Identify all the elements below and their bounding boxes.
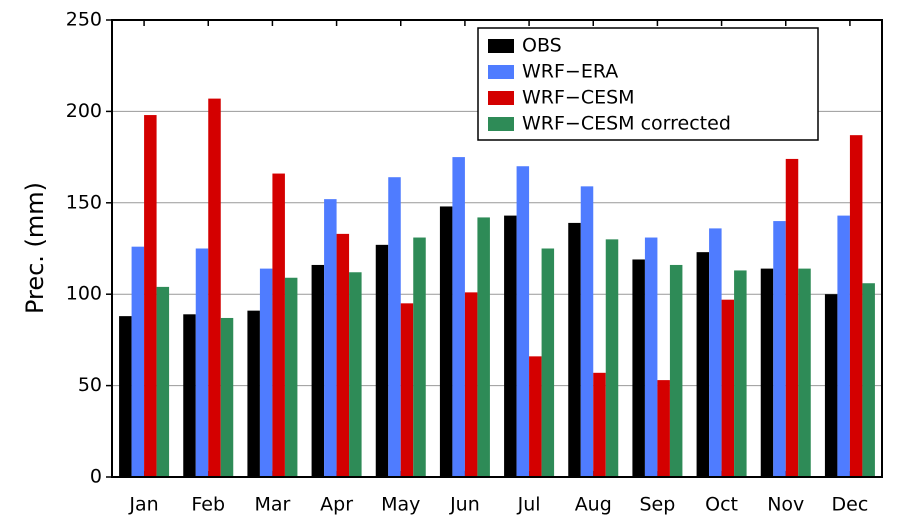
x-tick-label: Mar [254,494,290,516]
bar [336,233,350,477]
bar [272,173,285,477]
legend-box [477,27,819,141]
y-tick-label: 50 [78,374,102,396]
bar [452,157,465,477]
bar [785,158,799,478]
bar [721,299,735,477]
bar [220,317,234,477]
bar [259,268,273,477]
bar [696,252,710,477]
bar [375,244,389,477]
bar [195,248,209,477]
bar [824,294,838,477]
legend-label: WRF−ERA [522,61,618,83]
bar [605,239,619,477]
bar [349,272,362,477]
bar [284,277,298,477]
bar [862,283,875,477]
bar [516,166,530,478]
bar [568,222,581,477]
bar [144,115,157,477]
bar [247,310,260,477]
y-tick-label: 0 [90,466,102,488]
x-tick-label: Feb [191,494,225,516]
bar [183,314,196,477]
bar [477,217,490,477]
bar [644,237,658,477]
bar [400,303,414,477]
bar [464,292,478,477]
x-tick-label: Dec [832,494,869,516]
x-tick-label: Aug [575,494,612,516]
bar [413,237,426,477]
x-tick-label: Jul [517,494,541,516]
x-tick-label: Nov [767,494,804,516]
bar [798,268,811,477]
y-tick-label: 150 [66,191,102,213]
bar [734,270,747,477]
legend-label: WRF−CESM [522,87,635,109]
x-tick-label: Jan [128,494,158,516]
legend-label: WRF−CESM corrected [522,113,731,135]
legend-swatch [488,39,514,53]
bar [580,186,594,477]
bar [669,264,683,477]
bar [311,264,325,477]
plot-frame [111,19,883,478]
bar [439,206,453,477]
y-tick-label: 200 [66,100,102,122]
y-tick-label: 250 [66,9,102,31]
x-tick-label: May [381,494,420,516]
bar [837,215,850,477]
bar [760,268,774,477]
bar [131,246,145,477]
bar [324,199,337,478]
bar [208,98,221,477]
bar [541,248,555,477]
legend-swatch [488,91,514,105]
bar [156,286,170,477]
bar [388,177,401,477]
bar [529,356,542,477]
y-axis-label: Prec. (mm) [21,182,49,314]
bar [119,316,132,477]
bar [657,380,670,477]
bar [849,135,863,477]
legend-swatch [488,65,514,79]
x-tick-label: Jun [449,494,480,516]
x-tick-label: Oct [705,494,738,516]
x-tick-label: Apr [320,494,353,516]
y-tick-label: 100 [66,283,102,305]
bar [709,228,722,477]
bar [632,259,645,477]
x-tick-label: Sep [640,494,676,516]
bar [773,221,786,477]
legend-swatch [488,117,514,131]
bar [504,215,517,477]
legend-label: OBS [522,35,562,57]
bar [593,372,606,477]
